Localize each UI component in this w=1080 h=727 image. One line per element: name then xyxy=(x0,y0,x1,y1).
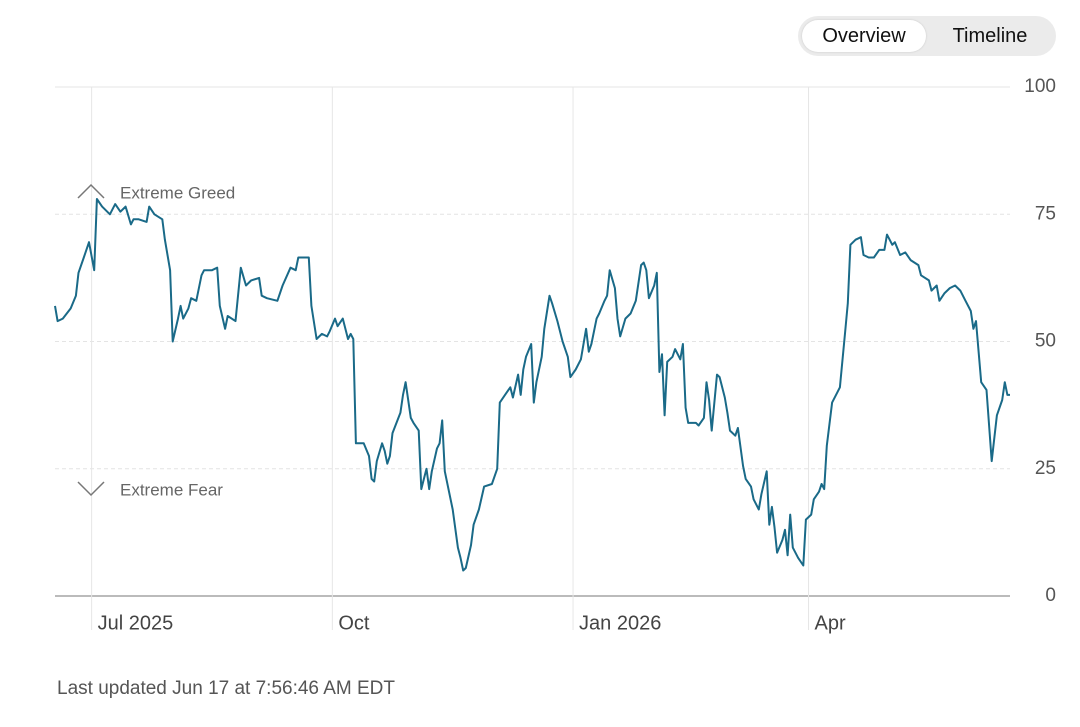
x-tick-label: Oct xyxy=(338,612,370,634)
extreme-fear-label: Extreme Fear xyxy=(120,480,223,499)
data-line xyxy=(54,198,1010,572)
x-tick-label: Jan 2026 xyxy=(579,612,661,634)
y-tick-label: 75 xyxy=(1035,203,1056,224)
last-updated: Last updated Jun 17 at 7:56:46 AM EDT xyxy=(57,678,396,699)
y-tick-label: 50 xyxy=(1035,331,1056,352)
y-tick-label: 0 xyxy=(1045,585,1056,606)
view-toggle: Overview Timeline xyxy=(798,16,1056,56)
extreme-greed-label: Extreme Greed xyxy=(120,183,235,202)
x-tick-label: Apr xyxy=(815,612,846,634)
greed-arrow xyxy=(77,183,105,199)
y-tick-label: 100 xyxy=(1024,76,1056,97)
fear-arrow xyxy=(77,481,105,497)
chart: 100 75 50 25 0 Apr Jan 2026 Oct Jul 2025 Extreme… xyxy=(54,76,1056,634)
y-tick-label: 25 xyxy=(1035,458,1056,479)
x-tick-label: Jul 2025 xyxy=(98,612,174,634)
timeline-tab[interactable]: Timeline xyxy=(952,25,1028,47)
overview-tab[interactable]: Overview xyxy=(802,20,926,52)
